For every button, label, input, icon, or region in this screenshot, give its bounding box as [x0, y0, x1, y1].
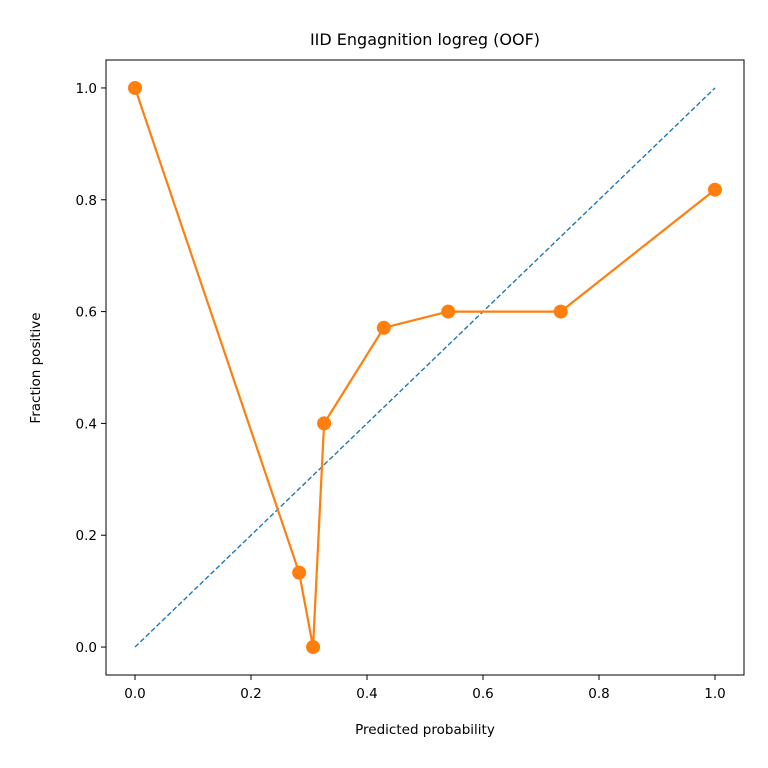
data-point	[708, 182, 722, 197]
series-line	[133, 87, 716, 649]
data-point	[306, 640, 321, 655]
x-tick-label: 1.0	[704, 686, 725, 702]
x-tick-label: 0.6	[472, 686, 493, 702]
x-tick-label: 0.8	[588, 686, 609, 702]
data-point	[128, 80, 142, 95]
data-point	[441, 304, 456, 319]
y-tick-label: 1.0	[76, 81, 97, 97]
x-tick-label: 0.0	[124, 686, 145, 702]
y-tick-label: 0.0	[76, 640, 97, 656]
x-tick-label: 0.4	[356, 686, 377, 702]
y-tick-label: 0.2	[76, 528, 97, 544]
x-tick-label: 0.2	[240, 686, 261, 702]
y-tick-label: 0.4	[76, 416, 97, 432]
series-layer	[128, 80, 722, 655]
reference-line-layer	[134, 87, 716, 648]
y-tick-label: 0.8	[76, 193, 97, 209]
data-point	[553, 304, 568, 319]
axis-ticks: 0.0 0.2 0.4 0.6 0.8 1.0 0.0 0.2 0.4 0.6 0.8 1.0	[76, 81, 726, 702]
y-axis-label: Fraction positive	[28, 312, 44, 423]
data-point	[317, 416, 332, 431]
reference-diagonal-line	[134, 87, 716, 648]
y-tick-label: 0.6	[76, 305, 97, 321]
chart-title: IID Engagnition logreg (OOF)	[310, 30, 540, 49]
x-axis-label: Predicted probability	[355, 722, 495, 738]
data-point	[376, 320, 391, 335]
data-point	[292, 565, 307, 580]
